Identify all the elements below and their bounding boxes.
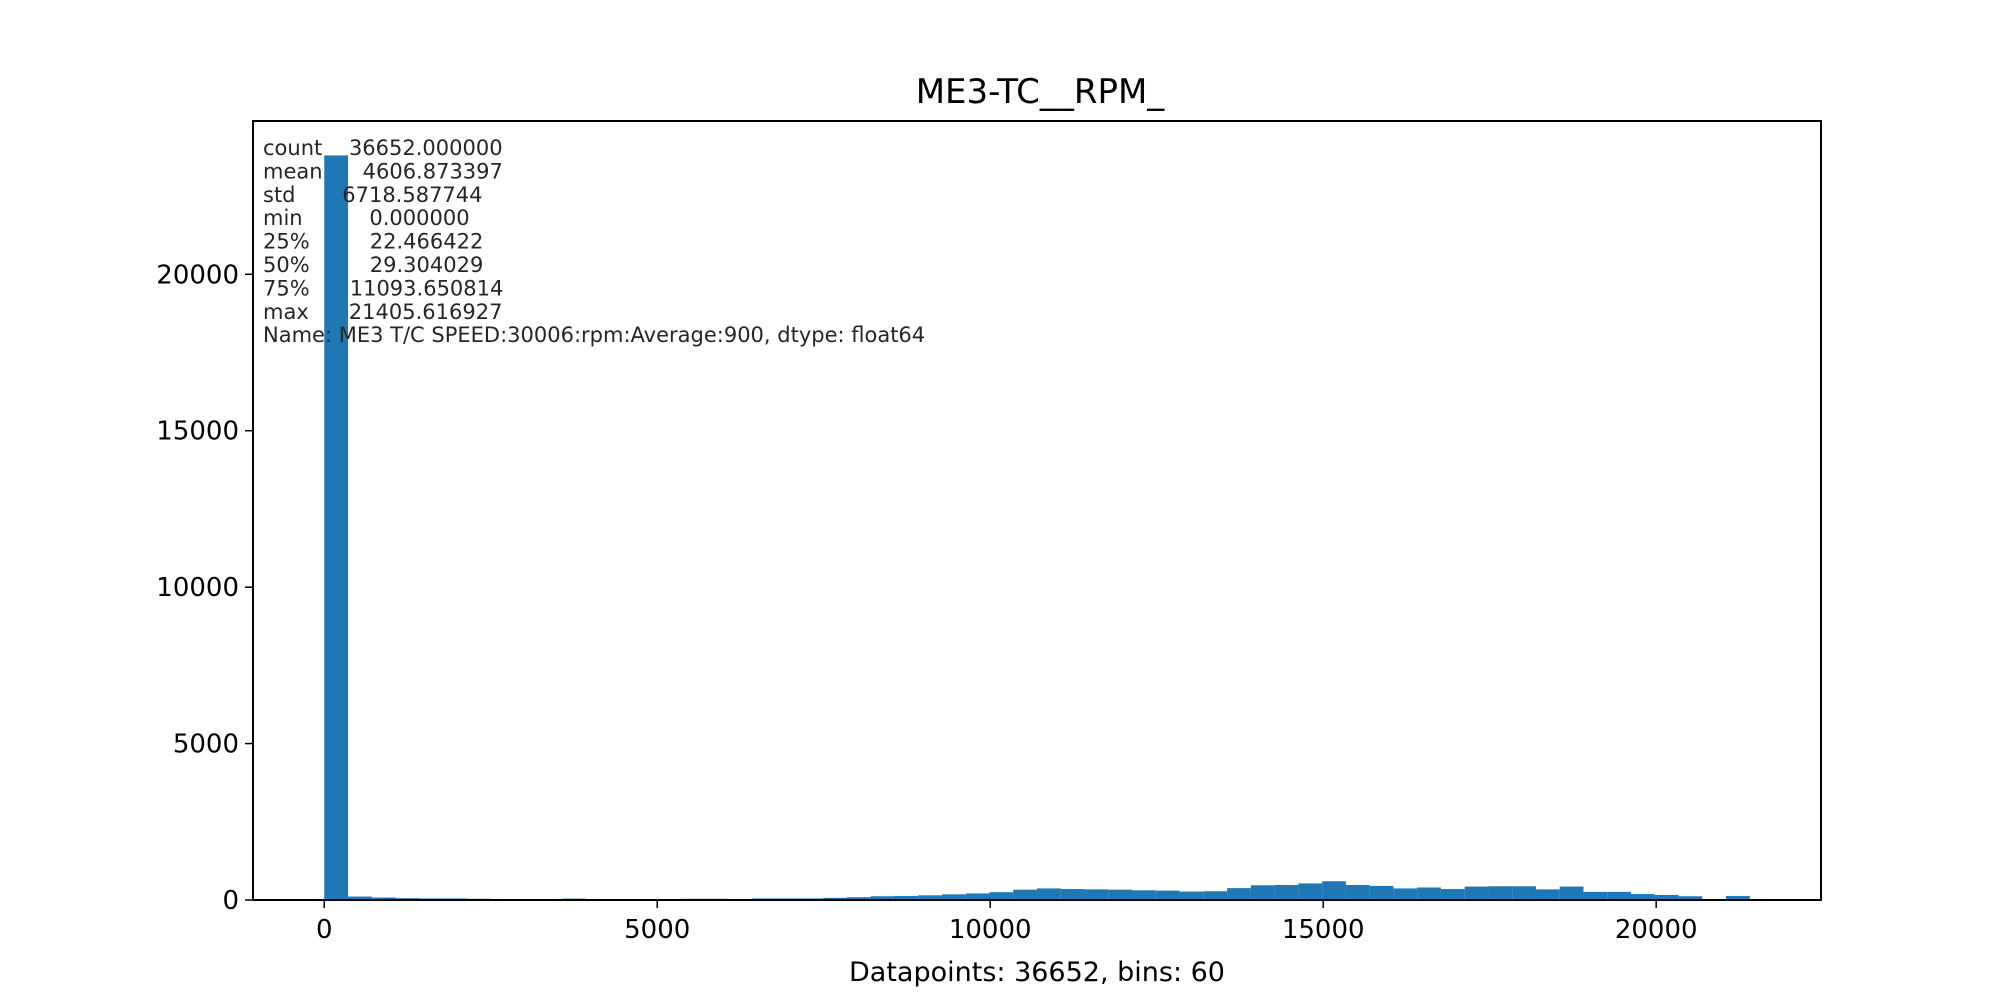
histogram-bar <box>1726 895 1750 900</box>
histogram-bar <box>371 897 396 900</box>
stats-line: 25% 22.466422 <box>263 230 483 254</box>
stats-line: min 0.000000 <box>263 206 470 230</box>
histogram-bar <box>918 895 942 900</box>
histogram-bar <box>1274 884 1299 900</box>
y-tick-label: 10000 <box>156 573 239 603</box>
histogram-bar <box>1417 887 1441 900</box>
histogram-bar <box>1227 888 1251 900</box>
y-tick-label: 5000 <box>173 730 239 760</box>
stats-line: Name: ME3 T/C SPEED:30006:rpm:Average:90… <box>263 323 925 347</box>
histogram-bar <box>1559 886 1584 900</box>
histogram-bar <box>941 894 966 900</box>
histogram-bar <box>1132 890 1156 900</box>
histogram-bar <box>965 893 990 900</box>
histogram-bar <box>1203 891 1228 900</box>
histogram-bar <box>1108 889 1133 900</box>
histogram-bar <box>1155 890 1180 900</box>
y-tick-label: 20000 <box>156 260 239 290</box>
histogram-bar <box>1607 891 1631 900</box>
x-tick-label: 5000 <box>624 915 690 945</box>
histogram-bar <box>1464 886 1489 900</box>
y-tick-label: 15000 <box>156 417 239 447</box>
stats-line: 50% 29.304029 <box>263 253 483 277</box>
histogram-bar <box>1345 884 1370 900</box>
stats-line: max 21405.616927 <box>263 300 502 324</box>
x-tick-label: 15000 <box>1282 915 1365 945</box>
histogram-bar <box>1298 883 1323 900</box>
histogram-bar <box>989 892 1014 900</box>
histogram-bar <box>1678 896 1703 900</box>
histogram-bar <box>1583 891 1608 900</box>
histogram-bar <box>1037 888 1061 900</box>
x-tick-label: 0 <box>316 915 333 945</box>
x-axis: 0 5000 10000 15000 20000 <box>316 900 1698 945</box>
x-axis-label: Datapoints: 36652, bins: 60 <box>849 957 1225 988</box>
histogram-bar <box>1488 886 1513 900</box>
plot-frame <box>252 120 1822 901</box>
histogram-bar <box>1013 889 1038 900</box>
stats-line: mean 4606.873397 <box>263 159 503 183</box>
histogram-bar <box>823 897 847 900</box>
histogram-bar <box>1084 889 1109 900</box>
y-axis: 0 5000 10000 15000 20000 <box>156 260 253 916</box>
histogram-bar <box>1512 886 1536 900</box>
histogram-bar <box>348 896 372 900</box>
stats-line: count 36652.000000 <box>263 136 503 160</box>
histogram-bar <box>1535 889 1560 900</box>
histogram-bar <box>1630 894 1655 900</box>
histogram-bar <box>1250 885 1275 900</box>
histogram-bar <box>1060 889 1085 900</box>
y-tick-label: 0 <box>222 886 239 916</box>
histogram-bar <box>1440 889 1465 900</box>
chart-title: ME3-TC__RPM_ <box>916 72 1166 112</box>
histogram-bar <box>894 895 919 900</box>
histogram-bar <box>324 155 349 901</box>
histogram-bar <box>1654 894 1679 900</box>
histogram-bar <box>1179 891 1204 900</box>
stats-line: 75% 11093.650814 <box>263 276 503 300</box>
histogram-bar <box>870 896 895 900</box>
histogram-bar <box>1393 888 1418 900</box>
histogram-bar <box>846 897 871 900</box>
bars-group <box>324 155 1750 901</box>
histogram-bar <box>1369 885 1394 900</box>
x-tick-label: 20000 <box>1615 915 1698 945</box>
stats-line: std 6718.587744 <box>263 183 483 207</box>
x-tick-label: 10000 <box>949 915 1032 945</box>
histogram-bar <box>1322 881 1346 900</box>
